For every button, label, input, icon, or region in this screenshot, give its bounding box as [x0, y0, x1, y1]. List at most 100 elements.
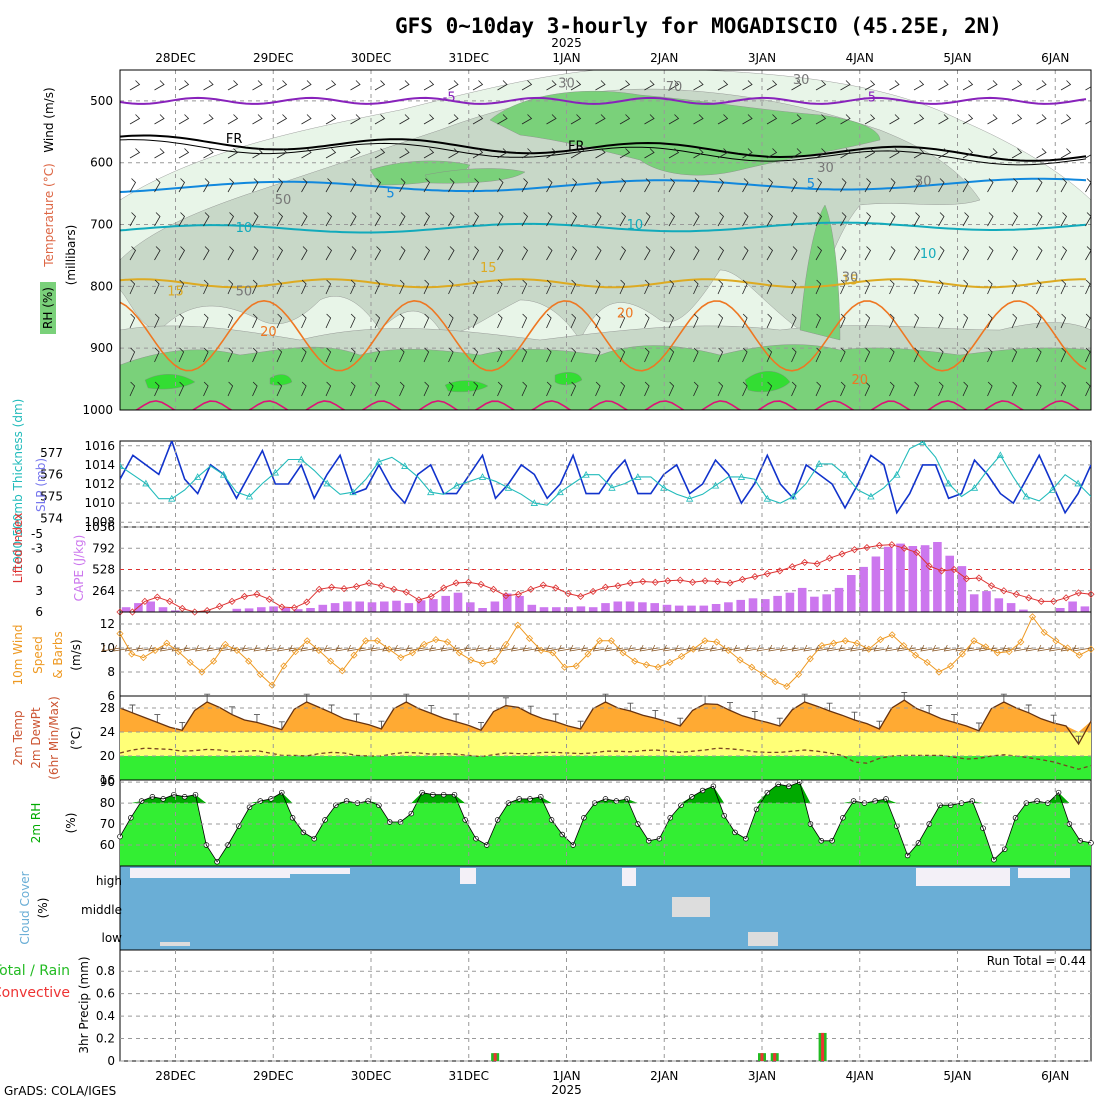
wind-marker: [502, 640, 510, 648]
wind-barb: [791, 148, 802, 159]
wind-marker: [947, 662, 955, 670]
cloud-low-patch: [160, 942, 190, 946]
cape-tick-label: 528: [92, 563, 115, 577]
wind-barb: [423, 114, 435, 125]
wind-barb: [570, 148, 582, 159]
wind-barb: [840, 313, 846, 329]
wind-barb: [203, 80, 214, 91]
freezing-level-line: [120, 134, 1087, 162]
cape-bar: [552, 607, 561, 612]
wind-barb: [178, 148, 190, 159]
wind-barb: [815, 279, 822, 295]
wind-barb: [766, 246, 774, 261]
contour-label: 10: [920, 247, 937, 262]
wind-barb: [889, 347, 895, 363]
wind-barb: [570, 80, 582, 91]
wind-barb: [335, 644, 355, 652]
wind-barb: [815, 246, 823, 261]
wind-marker: [549, 649, 557, 657]
wind-barb: [987, 80, 998, 91]
wind-barb: [668, 114, 680, 125]
wind-marker: [444, 638, 452, 646]
temp-whisker: [627, 702, 634, 711]
wind-barb: [1060, 644, 1080, 652]
li-marker: [303, 598, 311, 606]
wind-barb: [913, 347, 920, 363]
wind-marker: [245, 657, 253, 665]
wind-barb: [570, 246, 578, 261]
wind-barb: [619, 148, 631, 159]
wind-barb: [987, 313, 993, 329]
wind-barb: [943, 644, 963, 652]
li-marker: [128, 608, 137, 616]
thickness-marker: [556, 488, 564, 496]
y-tick-label: 600: [90, 156, 113, 170]
wind-barb: [766, 279, 773, 295]
wind-barb: [301, 279, 307, 295]
wind-marker: [806, 655, 814, 663]
cape-bar: [994, 598, 1004, 612]
li-marker: [975, 574, 983, 582]
bottom-date-label: 3JAN: [748, 1069, 776, 1083]
thickness-marker: [478, 473, 487, 480]
contour-label: 30: [793, 73, 810, 88]
cape-bar: [453, 592, 463, 612]
wind-marker: [970, 637, 978, 645]
li-marker: [875, 541, 883, 549]
ylabel-cloud-unit: (%): [36, 898, 50, 919]
ylabel-wind-barbs: & Barbs: [51, 631, 65, 679]
wind-barb: [448, 212, 455, 227]
cape-bar: [908, 546, 918, 612]
wind-barb: [644, 246, 651, 261]
wind-barb: [889, 313, 895, 329]
li-marker: [552, 584, 560, 592]
wind-barb: [472, 381, 479, 397]
wind-barb: [301, 178, 308, 193]
temp-whisker: [303, 693, 310, 702]
wind-barb: [693, 114, 704, 125]
thickness-marker: [763, 494, 772, 502]
top-year-label: 2025: [551, 36, 582, 50]
wind-barb: [374, 114, 386, 125]
wind-barb: [487, 644, 507, 652]
wind-barb: [171, 644, 191, 652]
freezing-level-line-2: [120, 139, 1087, 166]
wind-barb: [595, 80, 606, 91]
wind-barb: [206, 644, 226, 652]
wind-barb: [840, 381, 846, 397]
cape-bar: [515, 595, 524, 612]
wind-barb: [717, 80, 729, 91]
wind-barb: [864, 80, 876, 91]
wind-barb: [742, 381, 748, 397]
dewpoint-line: [119, 747, 1092, 770]
wind-barb: [178, 80, 190, 91]
cape-bar: [171, 610, 180, 612]
wind-barb: [742, 114, 753, 125]
wind-barb: [154, 381, 160, 397]
wind-barb: [546, 212, 553, 227]
wind-barb: [1011, 347, 1018, 363]
wind-barb: [276, 644, 296, 652]
wind-marker: [186, 658, 194, 666]
wind-barb: [840, 178, 847, 193]
wind-barb: [920, 644, 939, 652]
wind-barb: [546, 313, 552, 329]
temp-whisker: [851, 711, 858, 720]
wind-barb: [913, 212, 921, 227]
wind-barb: [581, 644, 600, 652]
wind-barb: [325, 381, 332, 397]
wind-barb: [644, 178, 651, 193]
wind-barb: [136, 644, 156, 652]
wind-barb: [203, 279, 209, 295]
wind-barb: [962, 246, 970, 261]
cloud-level-high: high: [96, 874, 122, 888]
wind-barb: [276, 313, 283, 329]
wind-barb: [440, 644, 460, 652]
thickness-marker: [1048, 486, 1056, 493]
wind-barb: [350, 313, 356, 329]
wind-barb: [276, 279, 283, 295]
precip-tick-label: 0.2: [96, 1032, 115, 1046]
wind-barb: [464, 644, 483, 652]
wind-barb: [1013, 644, 1033, 652]
